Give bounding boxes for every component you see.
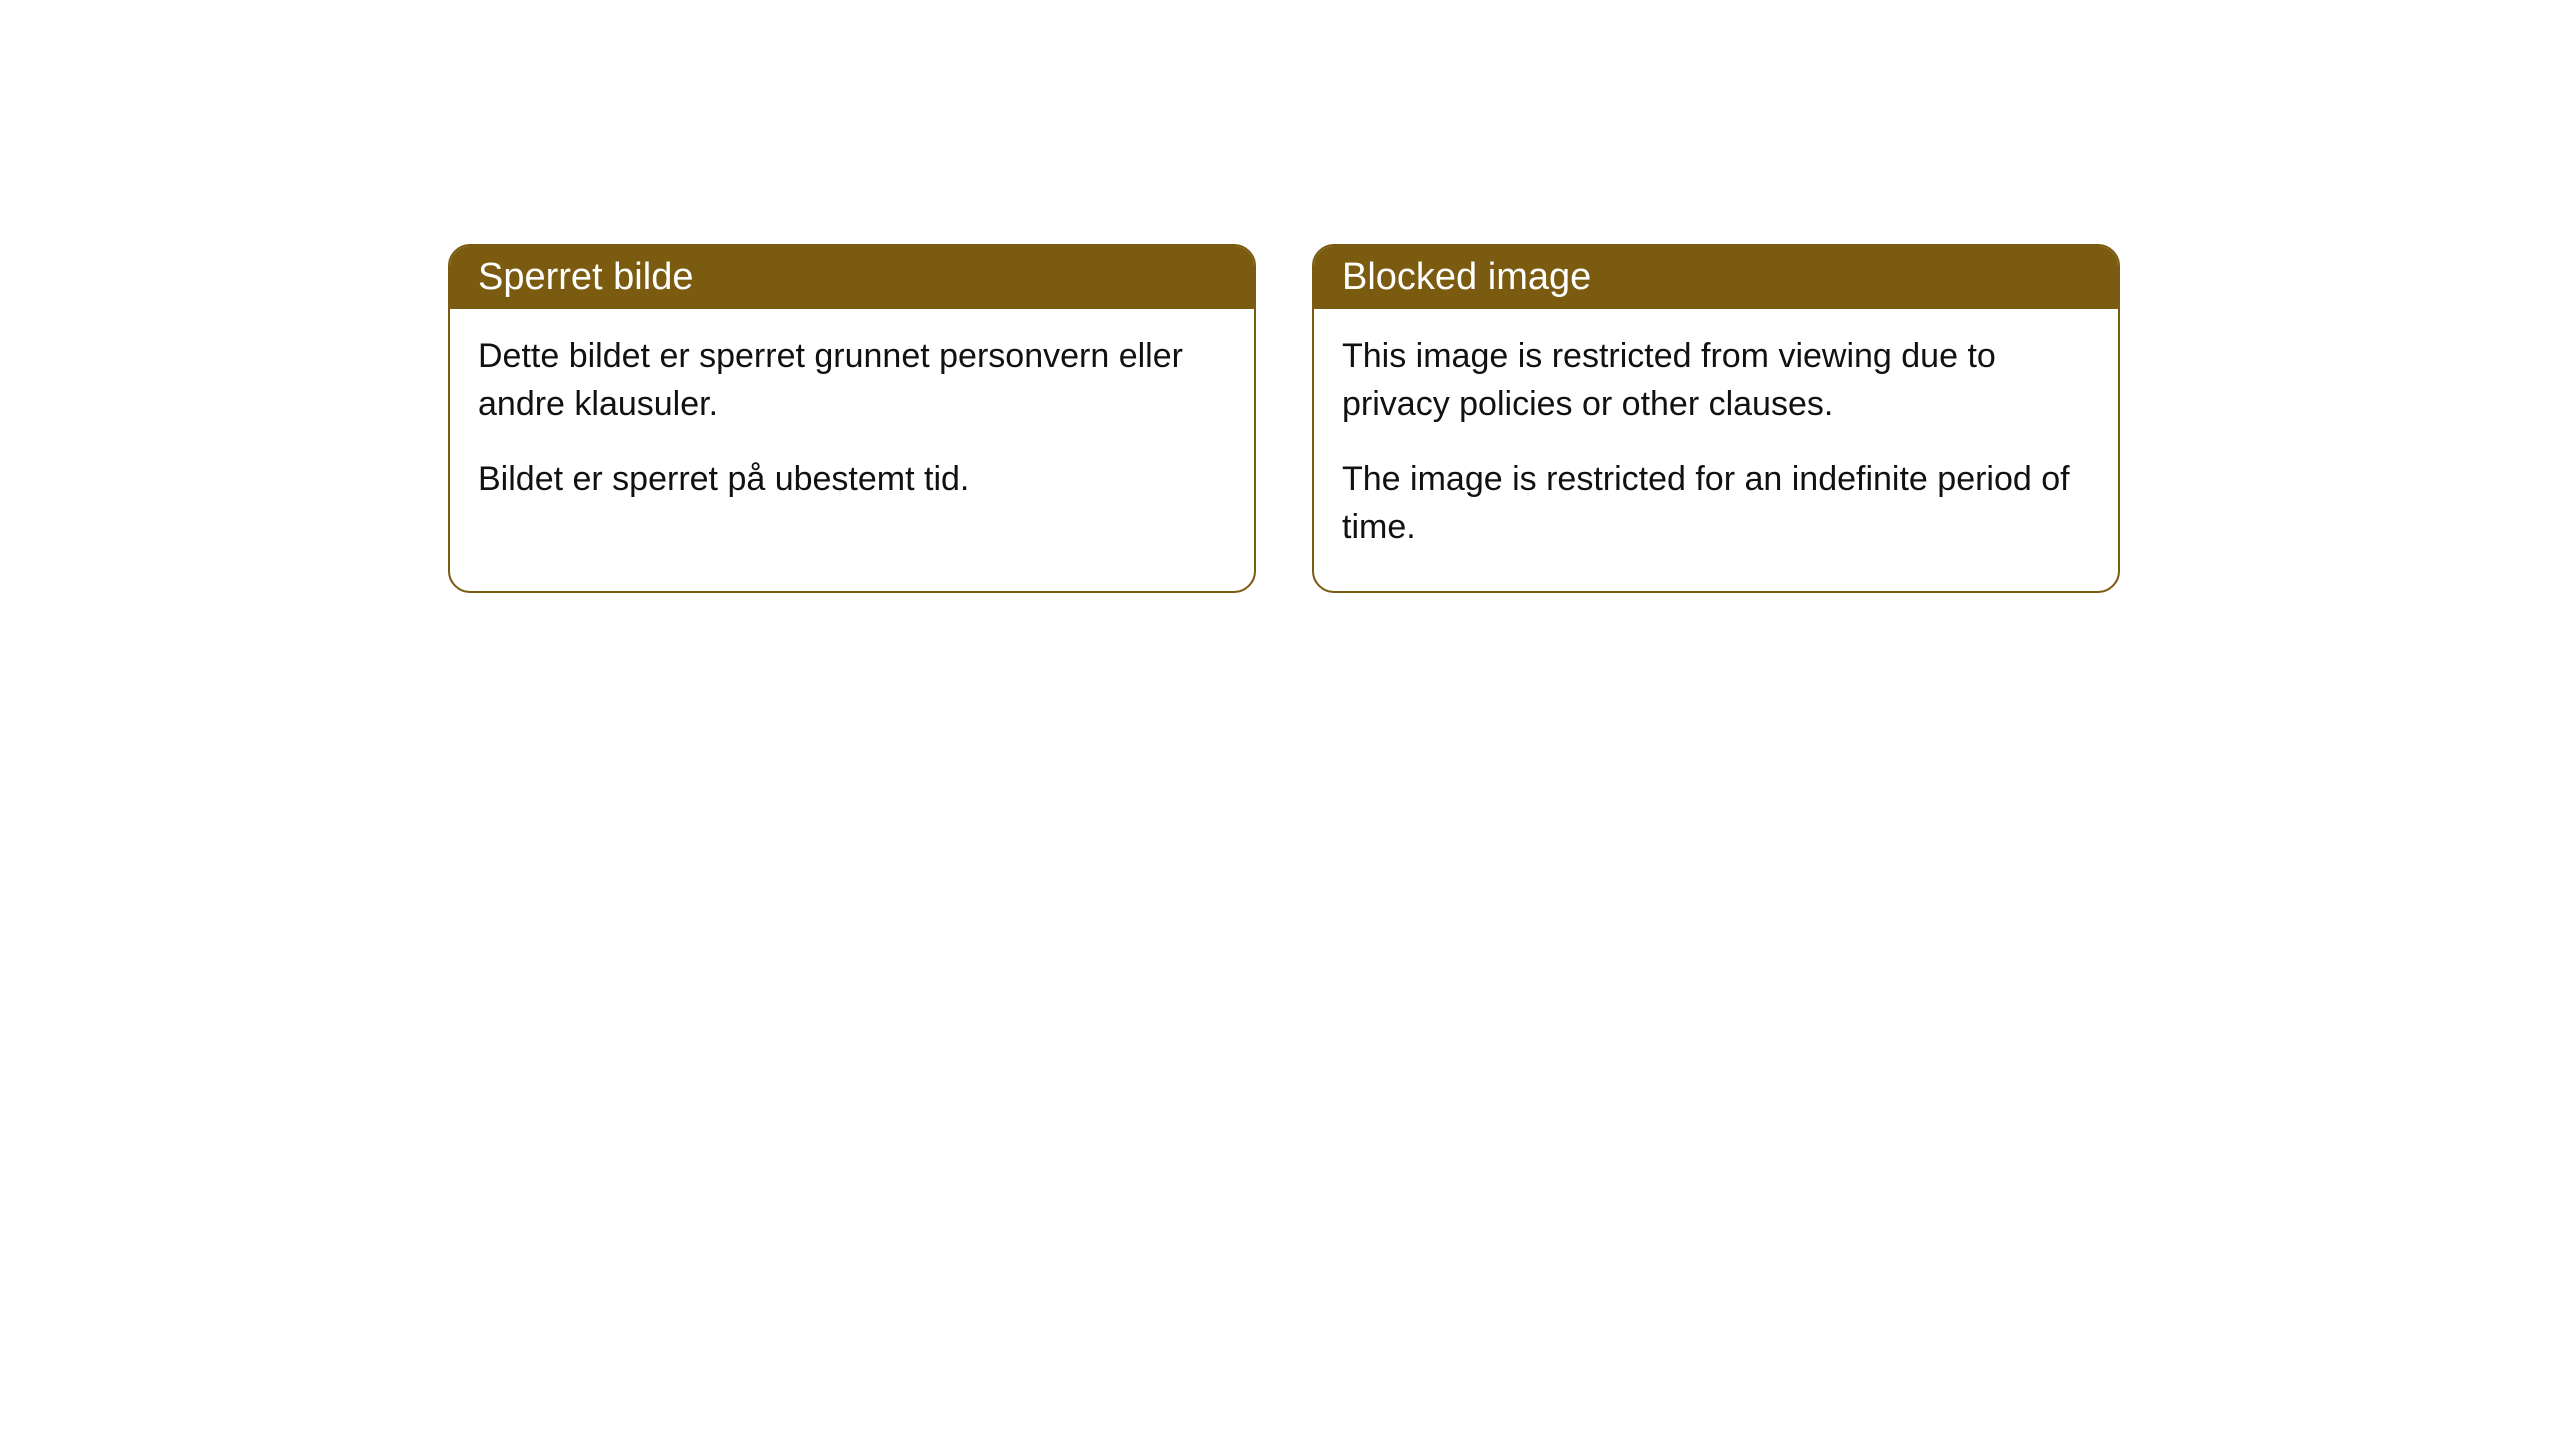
card-body: This image is restricted from viewing du… — [1314, 309, 2118, 591]
card-title: Sperret bilde — [478, 256, 693, 298]
card-title: Blocked image — [1342, 256, 1591, 298]
card-paragraph: Bildet er sperret på ubestemt tid. — [478, 456, 1226, 504]
blocked-image-card-english: Blocked image This image is restricted f… — [1312, 244, 2120, 593]
card-paragraph: The image is restricted for an indefinit… — [1342, 456, 2090, 551]
card-header: Blocked image — [1314, 246, 2118, 309]
blocked-image-card-norwegian: Sperret bilde Dette bildet er sperret gr… — [448, 244, 1256, 593]
card-body: Dette bildet er sperret grunnet personve… — [450, 309, 1254, 544]
card-paragraph: This image is restricted from viewing du… — [1342, 333, 2090, 428]
card-header: Sperret bilde — [450, 246, 1254, 309]
card-paragraph: Dette bildet er sperret grunnet personve… — [478, 333, 1226, 428]
notice-container: Sperret bilde Dette bildet er sperret gr… — [0, 0, 2560, 593]
